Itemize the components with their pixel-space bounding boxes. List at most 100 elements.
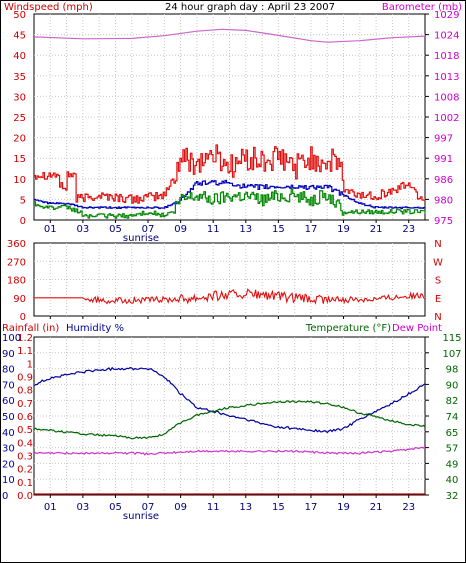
climate-plot-series [33, 366, 426, 495]
humidity-tick-label: 40 [2, 428, 15, 439]
barometer-tick-labels: 975 980 986 991 997 1002 1008 1013 1018 1024 1029 [425, 10, 459, 227]
barometer-tick-label: 986 [434, 175, 453, 186]
windspeed-tick-label: 0 [20, 216, 26, 227]
hour-tick-label: 09 [174, 224, 187, 235]
hour-tick-label: 05 [109, 224, 122, 235]
sunrise-label: sunrise [123, 511, 159, 522]
wind-series-line-3 [34, 188, 426, 219]
rainfall-tick-label: 0.8 [17, 386, 33, 397]
windspeed-tick-label: 10 [13, 175, 26, 186]
temperature-tick-label: 115 [442, 333, 461, 344]
chart-title: 24 hour graph day : April 23 2007 [165, 2, 335, 13]
windspeed-tick-labels: 0 5 10 15 20 25 30 35 40 45 50 [13, 10, 26, 227]
hour-tick-label: 23 [402, 224, 415, 235]
windspeed-tick-label: 20 [13, 134, 26, 145]
humidity-tick-label: 100 [2, 333, 21, 344]
windspeed-tick-label: 45 [13, 31, 26, 42]
windspeed-tick-label: 40 [13, 51, 26, 62]
hour-tick-label: 23 [402, 502, 415, 513]
humidity-tick-label: 70 [2, 380, 15, 391]
compass-label: E [435, 294, 441, 305]
humidity-tick-label: 30 [2, 444, 15, 455]
barometer-tick-label: 1008 [434, 92, 459, 103]
hour-tick-label: 01 [44, 502, 57, 513]
hour-tick-label: 19 [337, 502, 350, 513]
barometer-tick-label: 1024 [434, 31, 459, 42]
compass-label: W [433, 257, 443, 268]
hour-tick-label: 07 [142, 224, 155, 235]
climate-series-line-1 [33, 400, 426, 440]
direction-degree-tick-label: 180 [7, 276, 26, 287]
hour-tick-label: 17 [305, 224, 318, 235]
rainfall-tick-label: 0.9 [17, 373, 33, 384]
temperature-tick-label: 98 [446, 365, 459, 376]
rainfall-tick-label: 0.6 [17, 412, 33, 423]
humidity-tick-label: 0 [2, 491, 8, 502]
barometer-tick-label: 1013 [434, 72, 459, 83]
hour-tick-label: 13 [239, 224, 252, 235]
barometer-tick-label: 991 [434, 154, 453, 165]
climate-series-line-2 [33, 446, 426, 456]
temperature-tick-label: 90 [446, 380, 459, 391]
humidity-axis-label: Humidity % [66, 323, 124, 334]
barometer-tick-label: 1029 [434, 10, 459, 21]
direction-plot-series [34, 288, 426, 305]
temperature-tick-label: 57 [446, 444, 459, 455]
rainfall-tick-label: 0.0 [17, 491, 33, 502]
windspeed-tick-label: 35 [13, 72, 26, 83]
temperature-axis-label: Temperature (°F) [305, 323, 391, 334]
wind-plot-hour-labels: 01 03 05 07 09 11 13 15 17 19 21 23 [44, 220, 415, 235]
barometer-tick-label: 1002 [434, 113, 459, 124]
hour-tick-label: 09 [174, 502, 187, 513]
windspeed-tick-label: 15 [13, 154, 26, 165]
rainfall-tick-label: 0.3 [17, 452, 33, 463]
rainfall-tick-label: 0.2 [17, 465, 33, 476]
direction-degree-labels: 0 90 180 270 360 [7, 239, 26, 323]
humidity-tick-label: 60 [2, 396, 15, 407]
hour-tick-label: 21 [370, 224, 383, 235]
climate-series-line-0 [33, 366, 426, 434]
hour-tick-label: 03 [77, 502, 90, 513]
compass-label: N [434, 239, 441, 250]
windspeed-tick-label: 30 [13, 92, 26, 103]
climate-plot-grid [34, 337, 425, 495]
sunrise-label: sunrise [123, 233, 159, 244]
compass-label: N [434, 312, 441, 323]
humidity-tick-labels: 0 10 20 30 40 50 60 70 80 90 100 [2, 333, 21, 502]
direction-degree-tick-label: 90 [13, 294, 26, 305]
direction-plot-grid [34, 243, 425, 319]
barometer-tick-label: 1018 [434, 51, 459, 62]
wind-plot-series [33, 28, 426, 219]
hour-tick-label: 19 [337, 224, 350, 235]
hour-tick-label: 07 [142, 502, 155, 513]
direction-degree-tick-label: 0 [20, 312, 26, 323]
hour-tick-label: 15 [272, 502, 285, 513]
temperature-tick-label: 49 [446, 459, 459, 470]
barometer-tick-label: 997 [434, 134, 453, 145]
rainfall-tick-label: 1 [27, 359, 33, 370]
windspeed-tick-label: 50 [13, 10, 26, 21]
dewpoint-axis-label: Dew Point [392, 323, 442, 334]
direction-degree-tick-label: 360 [7, 239, 26, 250]
compass-label: S [435, 276, 441, 287]
wind-direction-line [34, 288, 426, 305]
rainfall-tick-labels: 0.0 0.1 0.2 0.3 0.4 0.5 0.6 0.7 0.8 0.9 1 1.1 1.2 [17, 333, 33, 502]
barometer-tick-label: 975 [434, 216, 453, 227]
windspeed-tick-label: 25 [13, 113, 26, 124]
temperature-tick-label: 74 [446, 412, 459, 423]
climate-plot-hour-labels: 01 03 05 07 09 11 13 15 17 19 21 23 [44, 495, 415, 513]
temperature-tick-label: 107 [442, 349, 461, 360]
hour-tick-label: 17 [305, 502, 318, 513]
hour-tick-label: 11 [207, 224, 220, 235]
wind-series-line-2 [34, 179, 426, 210]
rainfall-tick-label: 0.1 [17, 478, 33, 489]
humidity-tick-label: 80 [2, 365, 15, 376]
temperature-tick-labels: 32 40 49 57 65 74 82 90 98 107 115 [425, 333, 462, 502]
barometer-tick-label: 980 [434, 195, 453, 206]
humidity-tick-label: 10 [2, 475, 15, 486]
humidity-tick-label: 20 [2, 459, 15, 470]
hour-tick-label: 11 [207, 502, 220, 513]
